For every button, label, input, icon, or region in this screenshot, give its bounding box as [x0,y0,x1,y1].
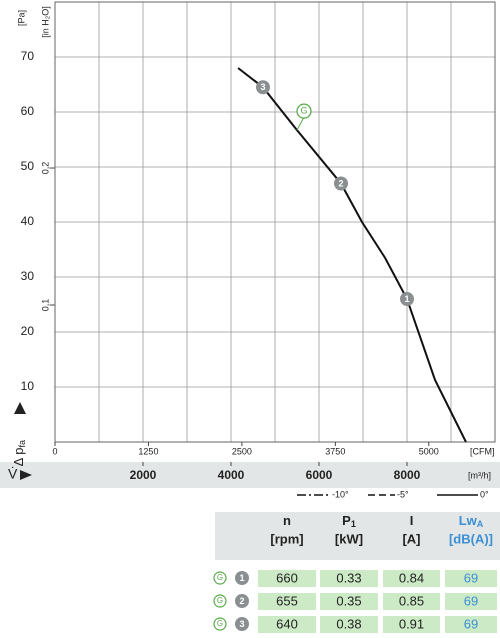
y-title: Δ pfa [11,440,27,466]
legend-label: -10° [332,489,349,499]
y2-tick-label: 0,1 [40,299,50,312]
x2-tick-label: 0 [52,446,57,456]
y-tick-label: 70 [21,49,35,63]
curve-icon [213,571,227,585]
point-label: 3 [239,619,244,629]
curve-label: G [217,619,223,628]
y-tick-label: 10 [21,379,35,393]
annotation-marker [296,103,312,119]
table-header-name: I [410,513,414,528]
table-value: 660 [276,570,298,585]
table-header-unit: [A] [402,531,420,546]
table-header: LwA [459,513,484,529]
x-tick-label: 8000 [394,468,421,482]
table-value: 69 [464,616,478,631]
x2-tick-label: 5000 [419,446,439,456]
x-tick-label: 6000 [306,468,333,482]
x2-tick-label: 1250 [138,446,158,456]
table-header-name: n [283,513,291,528]
table-header-unit: [kW] [335,531,363,546]
table-cell [383,593,440,610]
table-header-sub: A [477,519,484,529]
x2-tick-label: 2500 [232,446,252,456]
table-value: 640 [276,616,298,631]
table-cell [383,616,440,633]
curve-label: G [217,573,223,582]
table-cell [258,593,316,610]
table-cell [383,570,440,587]
table-value: 0.85 [399,593,424,608]
point-label: 2 [239,596,244,606]
y-tick-label: 50 [21,159,35,173]
table-header-band [215,512,500,560]
table-cell [445,570,497,587]
table-value: 0.35 [336,593,361,608]
y-tick-label: 30 [21,269,35,283]
table-cell [320,616,378,633]
table-value: 0.38 [336,616,361,631]
plot-border [54,1,496,443]
point-label: 1 [239,573,244,583]
curve [237,67,467,443]
y-unit: [Pa] [16,10,26,26]
operating-point [334,176,348,191]
legend-label: -5° [397,489,409,499]
table-header: I [410,513,414,528]
table-header-sub: 1 [351,519,356,529]
table-value: 69 [464,593,478,608]
x2-unit: [CFM] [470,446,495,456]
table-header-name: P [342,513,351,528]
x-title: V̇ [8,466,18,482]
x-tick-label: 2000 [130,468,157,482]
point-icon [235,617,249,631]
operating-point-label: 1 [404,294,409,304]
operating-point [400,292,414,306]
x-arrow [20,470,32,480]
table-header-name: Lw [459,513,478,528]
y-tick-label: 40 [21,214,35,228]
y-tick-label: 60 [21,104,35,118]
x-band [0,462,500,488]
table-value: 655 [276,593,298,608]
point-icon [235,571,249,585]
table-cell [445,593,497,610]
table-cell [320,593,378,610]
curve-label: G [217,596,223,605]
legend-label: 0° [480,489,489,499]
table-header: n [283,513,291,528]
y-title-sub: fa [17,440,27,448]
x-tick-label: 4000 [218,468,245,482]
table-header: P1 [342,513,356,529]
table-value: 0.91 [399,616,424,631]
y-title-main: Δ p [11,448,26,467]
table-cell [258,570,316,587]
table-header-unit: [rpm] [270,531,303,546]
y-tick-label: 20 [21,324,35,338]
y-arrow [14,402,26,414]
y2-tick-label: 0,2 [40,162,50,175]
operating-point [255,80,270,95]
table-cell [445,616,497,633]
table-value: 0.84 [399,570,424,585]
curve-icon [213,594,227,608]
x2-tick-label: 3750 [325,446,345,456]
operating-point-label: 3 [260,82,265,92]
y2-unit: [in H₂O] [40,6,50,38]
annotation-leader [296,116,305,131]
x-unit: [m³/h] [468,470,491,480]
table-value: 69 [464,570,478,585]
table-cell [320,570,378,587]
table-cell [258,616,316,633]
point-icon [235,594,249,608]
table-header-unit: [dB(A)] [449,531,493,546]
table-value: 0.33 [336,570,361,585]
curve-icon [213,617,227,631]
operating-point-label: 2 [338,178,343,188]
annotation-label: G [300,106,307,116]
